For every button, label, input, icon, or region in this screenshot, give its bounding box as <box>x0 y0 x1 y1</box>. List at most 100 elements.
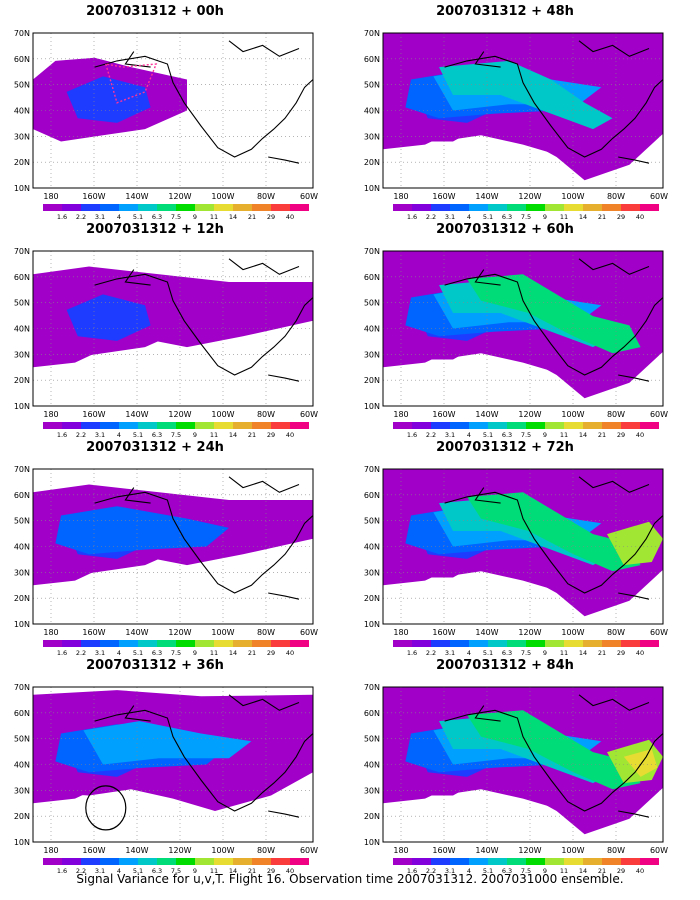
colorbar-label: 3.1 <box>95 431 105 439</box>
panel-title: 2007031312 + 36h <box>86 658 224 673</box>
lon-label: 140W <box>475 628 498 637</box>
variance-contour <box>467 274 641 354</box>
map-panel: 2007031312 + 00h 70N 60N 50N 40N 30N 20N 10N 180… <box>5 4 335 224</box>
hawaii-circle <box>85 785 127 831</box>
colorbar-label: 21 <box>598 649 606 657</box>
lat-label: 50N <box>364 735 380 744</box>
colorbar-swatch <box>195 422 214 429</box>
colorbar-label: 5.1 <box>133 213 143 221</box>
variance-contour <box>467 710 641 790</box>
lon-label: 140W <box>125 628 148 637</box>
colorbar-label: 9 <box>193 649 197 657</box>
colorbar-label: 1.6 <box>407 867 417 875</box>
colorbar-label: 9 <box>543 649 547 657</box>
colorbar-swatch <box>176 640 195 647</box>
map-frame <box>382 686 664 843</box>
lat-label: 60N <box>14 273 30 282</box>
colorbar-swatch <box>602 640 621 647</box>
colorbar-swatch <box>431 640 450 647</box>
colorbar-label: 9 <box>543 867 547 875</box>
lat-label: 30N <box>14 350 30 359</box>
colorbar-swatch <box>81 422 100 429</box>
map-panel: 2007031312 + 36h 70N 60N 50N 40N 30N 20N 10N 180… <box>5 658 335 878</box>
lon-label: 60W <box>650 192 668 201</box>
colorbar-swatch <box>526 640 545 647</box>
lon-label: 100W <box>561 846 584 855</box>
lat-label: 10N <box>364 620 380 629</box>
lat-label: 30N <box>364 350 380 359</box>
lat-label: 30N <box>364 786 380 795</box>
lon-label: 60W <box>300 410 318 419</box>
map-panel: 2007031312 + 12h 70N 60N 50N 40N 30N 20N 10N 180… <box>5 222 335 442</box>
lon-label: 60W <box>650 846 668 855</box>
coastline <box>268 156 300 164</box>
colorbar-swatch <box>157 640 176 647</box>
map-plot: 70N 60N 50N 40N 30N 20N 10N 180 160W 140W 120W 100W… <box>14 683 318 875</box>
colorbar-swatch <box>43 422 62 429</box>
colorbar-label: 7.5 <box>171 431 181 439</box>
map-frame <box>32 686 314 843</box>
colorbar-swatch <box>176 858 195 865</box>
lon-label: 180 <box>43 628 58 637</box>
coastline <box>268 810 300 818</box>
colorbar-label: 11 <box>560 213 568 221</box>
colorbar-swatch <box>621 858 640 865</box>
colorbar-label: 14 <box>579 431 587 439</box>
colorbar-label: 3.1 <box>95 213 105 221</box>
colorbar-label: 4 <box>117 213 121 221</box>
colorbar-swatch <box>252 858 271 865</box>
coastline <box>618 374 650 382</box>
colorbar-swatch <box>545 204 564 211</box>
coastline <box>444 273 664 376</box>
map-panel: 2007031312 + 84h 70N 60N 50N 40N 30N 20N 10N 180… <box>355 658 685 878</box>
colorbar-label: 29 <box>617 649 625 657</box>
colorbar-swatch <box>271 858 290 865</box>
panel-title: 2007031312 + 48h <box>436 4 574 19</box>
map-plot: 70N 60N 50N 40N 30N 20N 10N 180 160W 140W 120W 100W… <box>14 465 318 657</box>
lon-label: 160W <box>82 628 105 637</box>
coastline <box>618 810 650 818</box>
map-panel: 2007031312 + 60h 70N 60N 50N 40N 30N 20N 10N 180… <box>355 222 685 442</box>
colorbar-label: 1.6 <box>57 431 67 439</box>
colorbar-label: 5.1 <box>133 431 143 439</box>
colorbar-label: 29 <box>267 649 275 657</box>
colorbar-swatch <box>450 640 469 647</box>
map-frame <box>32 32 314 189</box>
lon-label: 140W <box>125 410 148 419</box>
lat-label: 50N <box>14 299 30 308</box>
lat-label: 40N <box>364 543 380 552</box>
lon-label: 180 <box>393 410 408 419</box>
colorbar-label: 11 <box>210 431 218 439</box>
lat-label: 60N <box>14 491 30 500</box>
colorbar-swatch <box>526 422 545 429</box>
colorbar-label: 40 <box>636 213 644 221</box>
colorbar-label: 29 <box>267 213 275 221</box>
colorbar-swatch <box>583 204 602 211</box>
colorbar-label: 4 <box>117 649 121 657</box>
colorbar-label: 3.1 <box>445 213 455 221</box>
lat-label: 40N <box>14 543 30 552</box>
colorbar-label: 11 <box>210 649 218 657</box>
colorbar-label: 4 <box>467 213 471 221</box>
lon-label: 160W <box>82 410 105 419</box>
colorbar-label: 1.6 <box>57 867 67 875</box>
panel-title: 2007031312 + 00h <box>86 4 224 19</box>
coastline <box>124 51 151 68</box>
colorbar-label: 7.5 <box>171 649 181 657</box>
variance-contour <box>623 749 658 777</box>
colorbar-swatch <box>431 204 450 211</box>
variance-contour <box>439 60 613 130</box>
figure-caption: Signal Variance for u,v,T. Flight 16. Ob… <box>76 872 624 886</box>
colorbar-swatch <box>564 858 583 865</box>
lat-label: 10N <box>14 184 30 193</box>
variance-contour <box>66 76 151 123</box>
colorbar-label: 9 <box>193 431 197 439</box>
colorbar-label: 5.1 <box>483 431 493 439</box>
colorbar-swatch <box>138 204 157 211</box>
lon-label: 120W <box>518 628 541 637</box>
panel-title: 2007031312 + 60h <box>436 222 574 237</box>
colorbar-swatch <box>252 204 271 211</box>
colorbar-label: 40 <box>636 867 644 875</box>
lat-label: 40N <box>364 761 380 770</box>
panel-title: 2007031312 + 72h <box>436 440 574 455</box>
